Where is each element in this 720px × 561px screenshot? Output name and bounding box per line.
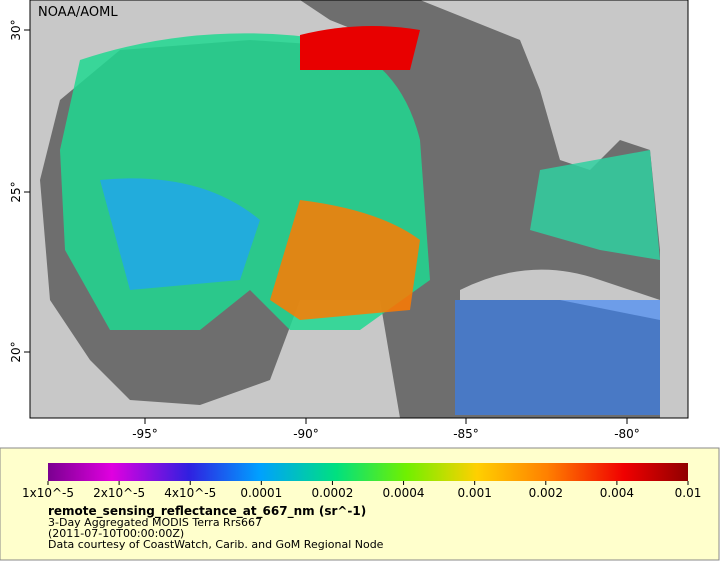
caption-line: (2011-07-10T00:00:00Z) bbox=[48, 527, 184, 540]
caribbean-field bbox=[455, 300, 660, 415]
bahamas-field bbox=[530, 150, 660, 260]
colorbar-label: 0.001 bbox=[457, 486, 491, 500]
colorbar-label: 1x10^-5 bbox=[22, 486, 74, 500]
caption-line: 3-Day Aggregated MODIS Terra Rrs667 bbox=[48, 516, 262, 529]
colorbar bbox=[48, 463, 688, 481]
badge-bg bbox=[33, 3, 111, 21]
lon-label: -95° bbox=[132, 427, 158, 441]
lat-label: 30° bbox=[9, 19, 23, 40]
low-reflectance bbox=[100, 178, 260, 290]
colorbar-label: 2x10^-5 bbox=[93, 486, 145, 500]
colorbar-ticks: 1x10^-5 2x10^-5 4x10^-5 0.0001 0.0002 0.0004 0… bbox=[22, 481, 701, 500]
lon-label: -85° bbox=[453, 427, 479, 441]
lat-label: 20° bbox=[9, 341, 23, 362]
high-reflectance bbox=[300, 26, 420, 70]
colorbar-label: 4x10^-5 bbox=[164, 486, 216, 500]
colorbar-label: 0.0002 bbox=[311, 486, 353, 500]
lat-label: 25° bbox=[9, 181, 23, 202]
caption-line: Data courtesy of CoastWatch, Carib. and … bbox=[48, 538, 384, 551]
legend-title: remote_sensing_reflectance_at_667_nm (sr… bbox=[48, 504, 366, 519]
colorbar-label: 0.0001 bbox=[240, 486, 282, 500]
mid-reflectance bbox=[270, 200, 420, 320]
lon-label: -80° bbox=[614, 427, 640, 441]
map: NOAA/AOML bbox=[29, 0, 689, 419]
map-frame bbox=[29, 0, 689, 419]
lon-label: -90° bbox=[293, 427, 319, 441]
colorbar-label: 0.004 bbox=[600, 486, 634, 500]
land bbox=[30, 0, 688, 418]
colorbar-label: 0.002 bbox=[529, 486, 563, 500]
colorbar-label: 0.0004 bbox=[383, 486, 425, 500]
axes: -95° -90° -85° -80° 30° 25° 20° bbox=[9, 19, 640, 441]
colorbar-label: 0.01 bbox=[675, 486, 702, 500]
badge: NOAA/AOML bbox=[38, 5, 118, 20]
